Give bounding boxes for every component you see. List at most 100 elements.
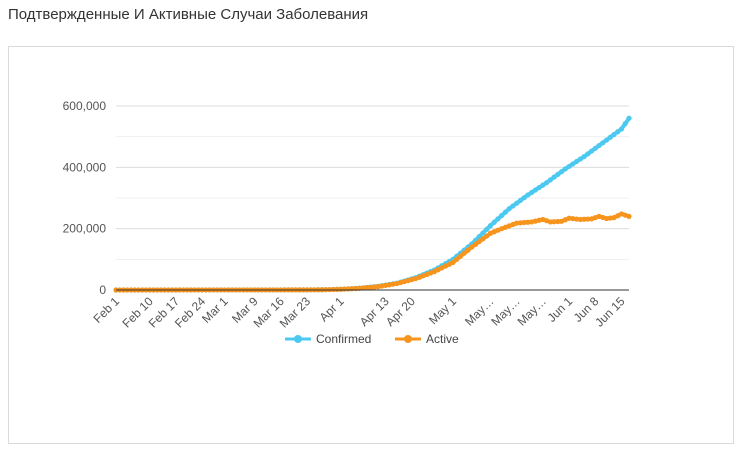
data-point (547, 177, 553, 183)
data-point (555, 171, 561, 177)
data-point (626, 213, 632, 219)
data-point (570, 216, 576, 222)
data-point (521, 195, 527, 201)
data-point (529, 189, 535, 196)
y-tick-label: 600,000 (63, 99, 107, 113)
legend[interactable]: Confirmed Active (285, 332, 459, 346)
data-point (536, 184, 542, 191)
x-tick-label: May… (515, 294, 549, 328)
data-point (517, 220, 524, 226)
legend-label: Confirmed (316, 332, 371, 346)
data-point (514, 220, 520, 226)
data-point (334, 286, 340, 292)
data-point (626, 115, 632, 121)
data-point (476, 238, 482, 245)
x-tick-label: Mar 1 (199, 294, 231, 326)
grid-lines (116, 105, 629, 260)
legend-item-active[interactable]: Active (395, 332, 459, 346)
data-point (465, 247, 471, 253)
data-point (558, 169, 565, 175)
y-axis-ticks: 0 200,000 400,000 600,000 (63, 99, 107, 297)
data-point (469, 244, 475, 250)
x-tick-label: May 1 (426, 294, 459, 327)
data-point (573, 158, 580, 165)
x-tick-label: Jun 1 (545, 294, 576, 325)
data-point (607, 134, 613, 140)
data-point (551, 174, 557, 180)
x-tick-label: May… (488, 294, 522, 328)
legend-label: Active (426, 332, 459, 346)
data-point (491, 219, 497, 225)
data-point (461, 250, 467, 256)
data-point (622, 121, 628, 127)
data-point (360, 285, 366, 291)
series-lines (113, 115, 632, 293)
data-point (484, 226, 490, 232)
data-point (480, 230, 486, 236)
data-point (371, 284, 377, 290)
y-tick-label: 0 (99, 283, 106, 297)
data-point (577, 156, 583, 162)
data-point (514, 200, 520, 206)
data-point (484, 233, 490, 239)
data-point (525, 219, 531, 225)
page-title: Подтвержденные И Активные Случаи Заболев… (8, 6, 369, 23)
data-point (540, 182, 546, 188)
data-point (581, 216, 587, 222)
data-point (457, 253, 464, 259)
data-point (603, 137, 610, 143)
data-point (364, 285, 370, 291)
data-point (454, 256, 460, 262)
y-tick-label: 400,000 (63, 160, 107, 174)
data-point (585, 151, 591, 157)
data-point (547, 219, 553, 225)
series-line-confirmed (114, 116, 631, 292)
data-point (562, 166, 568, 172)
data-point (551, 219, 557, 225)
data-point (544, 180, 550, 186)
data-point (338, 286, 344, 292)
series-active (113, 211, 632, 293)
data-point (532, 187, 538, 193)
x-tick-label: Apr 20 (383, 294, 418, 329)
data-point (588, 148, 595, 154)
x-tick-label: Feb 1 (91, 294, 123, 326)
data-point (618, 126, 625, 132)
data-point (499, 212, 505, 219)
x-tick-label: May… (462, 294, 496, 328)
data-point (615, 129, 621, 135)
data-point (330, 286, 336, 293)
data-point (506, 206, 512, 212)
data-point (517, 197, 524, 204)
x-tick-label: Apr 1 (317, 294, 347, 324)
data-point (596, 142, 602, 149)
data-point (592, 145, 598, 151)
series-line-active (114, 211, 631, 292)
data-point (611, 131, 617, 138)
chart-card: 0 200,000 400,000 600,000 Feb 1 Feb 10 Feb 17… (8, 46, 734, 444)
data-point (510, 203, 516, 209)
data-point (487, 223, 494, 229)
legend-item-confirmed[interactable]: Confirmed (285, 332, 371, 346)
data-point (566, 163, 572, 170)
data-point (585, 216, 591, 222)
data-point (577, 216, 583, 223)
y-tick-label: 200,000 (63, 222, 107, 236)
data-point (555, 218, 561, 225)
data-point (450, 259, 456, 265)
data-point (525, 192, 531, 198)
x-tick-label: Jun 15 (592, 294, 628, 330)
data-point (480, 236, 486, 242)
x-tick-label: Mar 23 (277, 294, 314, 331)
data-point (521, 219, 527, 226)
data-point (581, 154, 587, 160)
data-point (495, 216, 501, 222)
data-point (566, 215, 572, 221)
data-point (368, 284, 374, 290)
legend-swatch-marker (404, 335, 412, 343)
data-point (570, 161, 576, 167)
data-point (600, 140, 606, 146)
data-point (502, 209, 509, 215)
